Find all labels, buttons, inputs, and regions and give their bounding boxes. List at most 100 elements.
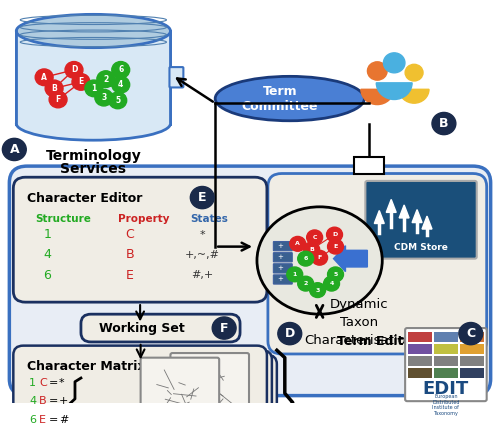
- Text: 4: 4: [43, 248, 51, 261]
- Circle shape: [432, 112, 456, 135]
- Text: 5: 5: [115, 96, 120, 105]
- FancyBboxPatch shape: [16, 31, 171, 124]
- Circle shape: [326, 227, 342, 242]
- FancyBboxPatch shape: [170, 67, 183, 87]
- Circle shape: [312, 250, 328, 265]
- Text: B: B: [439, 117, 448, 130]
- FancyBboxPatch shape: [460, 332, 483, 342]
- Ellipse shape: [257, 207, 382, 314]
- FancyBboxPatch shape: [274, 242, 292, 251]
- Text: A: A: [41, 73, 47, 82]
- Circle shape: [324, 276, 340, 291]
- Text: Terminology: Terminology: [46, 149, 142, 164]
- Circle shape: [405, 64, 423, 81]
- Circle shape: [328, 239, 344, 254]
- FancyBboxPatch shape: [405, 328, 486, 401]
- FancyBboxPatch shape: [354, 157, 384, 174]
- Text: 4: 4: [330, 281, 334, 286]
- FancyBboxPatch shape: [18, 350, 272, 434]
- Text: States: States: [190, 214, 228, 224]
- Circle shape: [306, 230, 322, 245]
- Text: 6: 6: [43, 269, 51, 282]
- Text: C: C: [312, 235, 317, 240]
- Circle shape: [287, 267, 302, 282]
- Polygon shape: [399, 205, 409, 218]
- Text: +,~,#: +,~,#: [185, 250, 220, 260]
- Circle shape: [35, 69, 53, 85]
- FancyBboxPatch shape: [268, 174, 486, 354]
- Text: F: F: [318, 255, 322, 260]
- Circle shape: [49, 91, 67, 108]
- FancyBboxPatch shape: [24, 355, 277, 434]
- Ellipse shape: [215, 76, 364, 121]
- Ellipse shape: [16, 14, 171, 48]
- Text: D: D: [284, 327, 295, 340]
- Text: +: +: [277, 243, 282, 249]
- Text: 3: 3: [316, 288, 320, 293]
- Text: A: A: [296, 241, 300, 247]
- FancyBboxPatch shape: [274, 253, 292, 262]
- Text: Services: Services: [60, 162, 126, 176]
- Circle shape: [72, 74, 90, 90]
- Text: E: E: [198, 191, 206, 204]
- Text: 1: 1: [29, 378, 36, 388]
- Text: Structure: Structure: [35, 214, 91, 224]
- FancyBboxPatch shape: [434, 332, 458, 342]
- Wedge shape: [361, 89, 394, 105]
- Circle shape: [2, 138, 26, 161]
- FancyBboxPatch shape: [434, 344, 458, 354]
- Text: C: C: [466, 327, 475, 340]
- Wedge shape: [376, 83, 412, 99]
- Text: Property: Property: [118, 214, 169, 224]
- Circle shape: [97, 71, 115, 87]
- Text: +: +: [277, 265, 282, 271]
- Text: 4: 4: [29, 396, 36, 406]
- Text: F: F: [220, 322, 228, 335]
- Text: 4: 4: [118, 80, 124, 89]
- Circle shape: [290, 237, 306, 251]
- Circle shape: [112, 76, 130, 93]
- Circle shape: [85, 80, 103, 97]
- Circle shape: [384, 53, 405, 73]
- Text: G: G: [30, 424, 40, 434]
- Text: C: C: [39, 378, 47, 388]
- Circle shape: [310, 283, 326, 298]
- Circle shape: [65, 62, 83, 78]
- Polygon shape: [374, 210, 384, 224]
- Text: 5: 5: [334, 272, 338, 277]
- FancyBboxPatch shape: [460, 368, 483, 378]
- Text: EDIT: EDIT: [423, 380, 469, 398]
- Text: E: E: [126, 269, 134, 282]
- Text: =: =: [49, 378, 58, 388]
- Text: +: +: [277, 276, 282, 283]
- Wedge shape: [399, 89, 429, 103]
- Circle shape: [95, 89, 113, 106]
- FancyBboxPatch shape: [408, 332, 432, 342]
- Text: Character Editor: Character Editor: [27, 192, 142, 205]
- Circle shape: [112, 62, 130, 78]
- FancyBboxPatch shape: [14, 345, 267, 434]
- Text: Term
Committee: Term Committee: [242, 85, 318, 112]
- Circle shape: [212, 317, 236, 339]
- Circle shape: [328, 267, 344, 282]
- Text: F: F: [56, 95, 60, 104]
- Circle shape: [24, 420, 47, 434]
- FancyBboxPatch shape: [434, 356, 458, 366]
- Text: 6: 6: [118, 66, 124, 74]
- Circle shape: [298, 251, 314, 266]
- FancyBboxPatch shape: [170, 353, 249, 434]
- Ellipse shape: [16, 107, 171, 140]
- Text: E: E: [78, 77, 84, 86]
- FancyBboxPatch shape: [366, 181, 476, 259]
- Text: *: *: [59, 378, 64, 388]
- FancyBboxPatch shape: [408, 344, 432, 354]
- Text: 6: 6: [304, 256, 308, 261]
- Text: B: B: [126, 248, 134, 261]
- Text: +: +: [277, 254, 282, 260]
- Text: CDM Store: CDM Store: [394, 243, 448, 252]
- Text: D: D: [71, 66, 77, 74]
- Text: B: B: [51, 84, 57, 93]
- Text: 1: 1: [43, 228, 51, 241]
- Text: C: C: [126, 228, 134, 241]
- Text: 3: 3: [101, 93, 106, 102]
